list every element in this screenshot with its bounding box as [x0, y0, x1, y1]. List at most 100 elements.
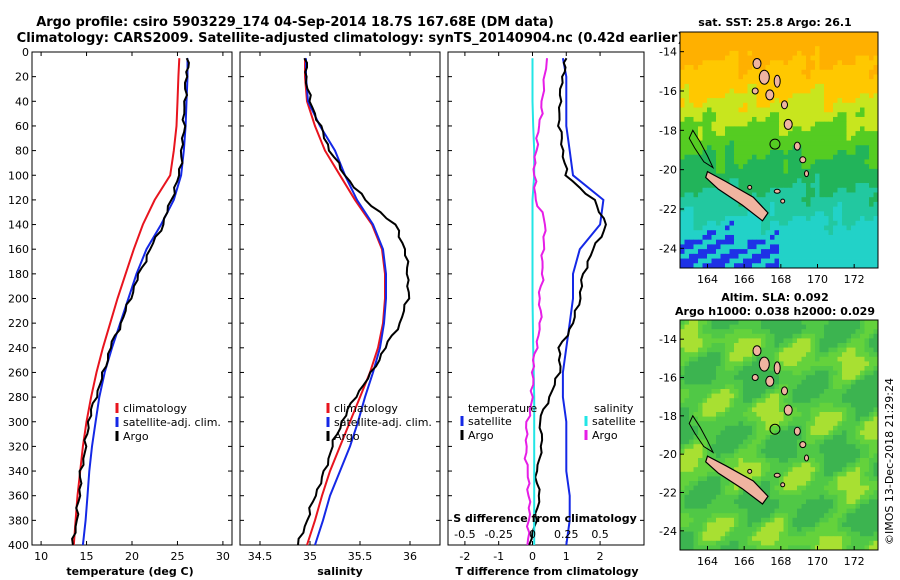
map-cell	[824, 389, 829, 394]
map-cell	[824, 356, 829, 362]
map-cell	[783, 545, 789, 551]
map-cell	[846, 112, 852, 118]
map-cell	[720, 448, 726, 454]
map-cell	[837, 384, 843, 390]
map-cell	[707, 69, 712, 75]
map-cell	[828, 107, 834, 113]
map-cell	[810, 93, 816, 99]
map-cell	[779, 88, 784, 94]
map-cell	[684, 168, 690, 174]
map-cell	[707, 74, 712, 80]
map-cell	[711, 234, 717, 241]
map-cell	[873, 545, 879, 551]
map-cell	[711, 384, 717, 390]
map-cell	[824, 476, 829, 482]
map-cell	[716, 220, 721, 226]
map-cell	[702, 46, 708, 52]
map-cell	[842, 370, 847, 376]
map-cell	[774, 55, 780, 61]
map-cell	[774, 421, 780, 427]
map-cell	[842, 467, 847, 473]
map-cell	[828, 343, 834, 348]
map-cell	[846, 178, 852, 184]
map-cell	[792, 320, 798, 325]
map-cell	[860, 517, 865, 523]
island	[773, 188, 781, 194]
map-cell	[797, 154, 802, 160]
map-cell	[855, 46, 861, 52]
map-cell	[783, 192, 789, 198]
map-cell	[860, 83, 865, 90]
map-cell	[828, 517, 834, 523]
map-cell	[734, 79, 739, 85]
temperature-xlabel: temperature (deg C)	[66, 565, 193, 578]
map-cell	[711, 536, 717, 542]
map-cell	[797, 545, 802, 551]
map-cell	[801, 407, 807, 413]
map-cell	[756, 467, 762, 473]
map-cell	[765, 168, 771, 174]
map-cell	[873, 225, 879, 231]
map-cell	[810, 338, 816, 344]
map-cell	[738, 69, 744, 75]
map-cell	[815, 131, 820, 137]
map-cell	[819, 36, 825, 42]
map-cell	[756, 164, 762, 170]
map-cell	[720, 201, 726, 208]
map-cell	[738, 263, 744, 269]
map-cell	[797, 197, 802, 203]
map-cell	[761, 140, 766, 146]
map-cell	[738, 116, 744, 123]
map-cell	[743, 150, 748, 156]
map-cell	[783, 201, 789, 208]
map-cell	[788, 234, 793, 241]
map-cell	[833, 366, 838, 371]
map-cell	[819, 192, 825, 198]
map-cell	[810, 416, 816, 422]
map-cell	[869, 216, 874, 222]
map-cell	[747, 435, 753, 440]
map-cell	[774, 462, 780, 468]
map-cell	[788, 211, 793, 217]
map-cell	[801, 499, 807, 505]
map-cell	[837, 145, 843, 151]
map-cell	[698, 522, 703, 528]
map-cell	[851, 448, 856, 454]
map-cell	[864, 462, 870, 468]
map-cell	[864, 88, 870, 94]
map-cell	[810, 407, 816, 413]
map-cell	[743, 102, 748, 108]
map-cell	[716, 370, 721, 376]
map-cell	[689, 366, 694, 371]
map-cell	[716, 481, 721, 486]
map-cell	[873, 116, 879, 123]
map-cell	[747, 494, 753, 500]
map-cell	[869, 536, 874, 542]
map-cell	[855, 407, 861, 413]
map-cell	[810, 150, 816, 156]
map-cell	[873, 320, 879, 325]
map-cell	[842, 347, 847, 353]
map-cell	[729, 150, 735, 156]
map-cell	[725, 50, 730, 56]
map-cell	[828, 187, 834, 193]
map-cell	[783, 540, 789, 546]
map-cell	[864, 211, 870, 217]
map-cell	[680, 527, 685, 532]
map-cell	[752, 361, 757, 367]
map-cell	[842, 69, 847, 75]
map-cell	[797, 69, 802, 75]
map-cell	[756, 504, 762, 509]
map-cell	[855, 154, 861, 160]
map-cell	[689, 402, 694, 408]
map-cell	[707, 159, 712, 165]
map-cell	[869, 366, 874, 371]
map-cell	[779, 435, 784, 440]
map-cell	[734, 220, 739, 226]
map-cell	[734, 527, 739, 532]
map-cell	[707, 490, 712, 496]
map-cell	[725, 220, 730, 226]
map-cell	[770, 112, 775, 118]
map-cell	[851, 393, 856, 399]
map-cell	[873, 187, 879, 193]
